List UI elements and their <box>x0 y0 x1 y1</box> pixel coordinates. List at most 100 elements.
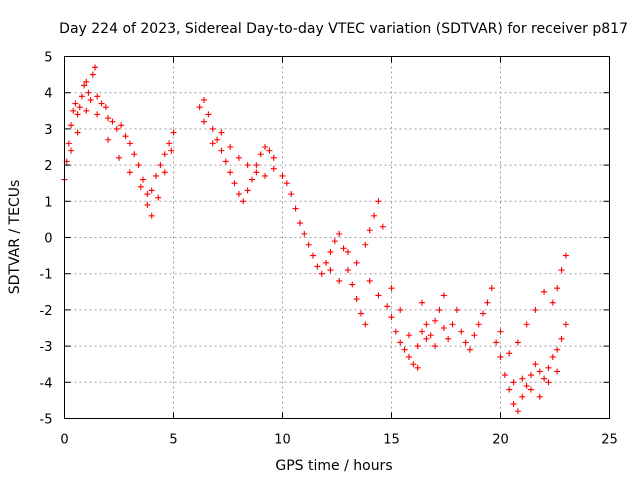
data-point <box>266 147 273 154</box>
data-point <box>253 169 260 176</box>
data-point <box>288 191 295 198</box>
data-point <box>301 230 308 237</box>
data-point <box>397 306 404 313</box>
data-point <box>480 310 487 317</box>
data-point <box>388 285 395 292</box>
data-point <box>528 372 535 379</box>
y-tick-label: -3 <box>40 340 53 355</box>
data-point <box>170 129 177 136</box>
data-point <box>514 339 521 346</box>
data-point <box>541 288 548 295</box>
data-point <box>161 151 168 158</box>
data-point <box>427 332 434 339</box>
data-point <box>126 140 133 147</box>
data-point <box>519 375 526 382</box>
data-point <box>248 176 255 183</box>
data-point <box>327 267 334 274</box>
x-tick-label: 25 <box>601 433 618 448</box>
y-tick-label: -5 <box>40 413 53 428</box>
y-tick-label: -1 <box>40 268 53 283</box>
data-point <box>349 281 356 288</box>
data-point <box>98 100 105 107</box>
y-tick-label: 0 <box>44 232 52 247</box>
data-point <box>353 259 360 266</box>
data-point <box>235 191 242 198</box>
data-point <box>405 332 412 339</box>
data-point <box>235 154 242 161</box>
data-point <box>558 335 565 342</box>
data-point <box>74 129 81 136</box>
data-point <box>305 241 312 248</box>
data-point <box>214 136 221 143</box>
data-points <box>61 64 569 415</box>
data-point <box>523 382 530 389</box>
data-point <box>558 267 565 274</box>
data-point <box>222 158 229 165</box>
chart-title: Day 224 of 2023, Sidereal Day-to-day VTE… <box>59 21 628 37</box>
data-point <box>419 299 426 306</box>
data-point <box>423 335 430 342</box>
data-point <box>401 346 408 353</box>
data-point <box>227 169 234 176</box>
data-point <box>139 176 146 183</box>
data-point <box>449 321 456 328</box>
data-point <box>231 180 238 187</box>
data-point <box>253 162 260 169</box>
data-point <box>131 151 138 158</box>
data-point <box>78 93 85 100</box>
data-point <box>414 343 421 350</box>
data-point <box>109 118 116 125</box>
data-point <box>161 169 168 176</box>
data-point <box>397 339 404 346</box>
data-point <box>118 122 125 129</box>
data-point <box>545 364 552 371</box>
data-point <box>102 104 109 111</box>
data-point <box>87 96 94 103</box>
data-point <box>484 299 491 306</box>
data-point <box>65 140 72 147</box>
data-point <box>514 408 521 415</box>
y-tick-label: 4 <box>44 87 52 102</box>
data-point <box>209 140 216 147</box>
data-point <box>116 154 122 161</box>
data-point <box>155 194 162 201</box>
data-point <box>83 78 90 85</box>
data-point <box>362 241 369 248</box>
data-point <box>94 93 101 100</box>
data-point <box>144 191 151 198</box>
data-point <box>144 201 151 208</box>
data-point <box>270 165 277 172</box>
data-point <box>501 372 508 379</box>
axis-ticks: 0 5 10 15 20 25 -5 -4 -3 -2 -1 0 1 2 3 4 5 <box>40 51 618 448</box>
data-point <box>549 353 556 360</box>
data-point <box>262 172 269 179</box>
data-point <box>148 187 155 194</box>
data-point <box>554 346 561 353</box>
data-point <box>405 353 412 360</box>
data-point <box>68 147 75 154</box>
data-point <box>440 292 447 299</box>
data-point <box>366 277 373 284</box>
data-point <box>414 364 421 371</box>
data-point <box>523 321 530 328</box>
data-point <box>168 147 175 154</box>
data-point <box>466 346 473 353</box>
data-point <box>314 263 321 270</box>
data-point <box>292 205 299 212</box>
y-tick-label: 2 <box>44 159 52 174</box>
data-point <box>562 321 569 328</box>
data-point <box>357 310 364 317</box>
data-point <box>74 111 81 118</box>
data-point <box>166 140 173 147</box>
data-point <box>310 252 317 259</box>
data-point <box>85 89 92 96</box>
x-tick-label: 5 <box>169 433 177 448</box>
data-point <box>72 100 79 107</box>
data-point <box>257 151 264 158</box>
data-point <box>68 122 75 129</box>
x-tick-label: 20 <box>492 433 509 448</box>
data-point <box>105 136 112 143</box>
data-point <box>506 386 513 393</box>
data-point <box>549 299 556 306</box>
data-point <box>157 162 164 169</box>
